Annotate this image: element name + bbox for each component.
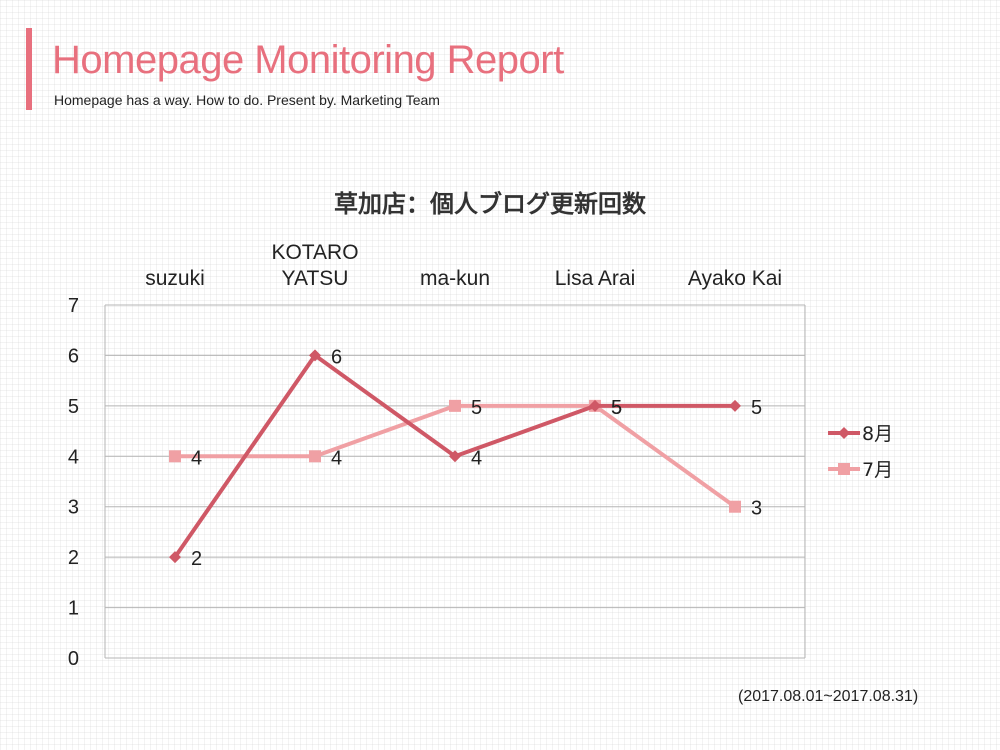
data-point — [838, 427, 850, 439]
data-label: 5 — [471, 397, 482, 419]
data-label: 4 — [471, 447, 482, 469]
y-tick-label: 2 — [68, 547, 79, 569]
category-label: ma-kun — [420, 267, 490, 290]
data-point — [449, 450, 461, 463]
period-note: (2017.08.01~2017.08.31) — [738, 688, 919, 705]
data-point — [449, 399, 461, 412]
data-label: 5 — [611, 397, 622, 419]
y-tick-label: 5 — [68, 396, 79, 418]
chart-title: 草加店：個人ブログ更新回数 — [334, 190, 647, 218]
data-label: 2 — [191, 548, 202, 570]
category-label: KOTARO YATSU — [271, 241, 358, 290]
data-label: 3 — [751, 498, 762, 520]
legend-entry: 8月 — [862, 423, 893, 445]
page-subtitle: Homepage has a way. How to do. Present b… — [54, 92, 440, 108]
data-point — [838, 463, 850, 475]
data-label: 4 — [331, 447, 342, 469]
data-label: 4 — [191, 447, 202, 469]
data-label: 6 — [331, 346, 342, 368]
data-point — [729, 500, 741, 513]
data-label: 5 — [611, 397, 622, 419]
category-label: Lisa Arai — [555, 267, 636, 290]
data-point — [729, 399, 741, 412]
data-point — [309, 450, 321, 463]
y-tick-label: 3 — [68, 497, 79, 519]
y-tick-label: 0 — [68, 648, 79, 670]
y-tick-label: 6 — [68, 345, 79, 367]
y-tick-label: 4 — [68, 446, 79, 468]
accent-bar — [26, 28, 32, 110]
y-tick-label: 7 — [68, 295, 79, 317]
category-label: suzuki — [145, 267, 205, 290]
data-point — [169, 450, 181, 463]
legend-entry: 7月 — [862, 459, 893, 481]
category-label: Ayako Kai — [688, 267, 782, 290]
data-point — [169, 551, 181, 564]
y-tick-label: 1 — [68, 598, 79, 620]
page-title: Homepage Monitoring Report — [52, 38, 564, 82]
data-point — [589, 399, 601, 412]
data-label: 5 — [751, 397, 762, 419]
data-point — [309, 349, 321, 362]
